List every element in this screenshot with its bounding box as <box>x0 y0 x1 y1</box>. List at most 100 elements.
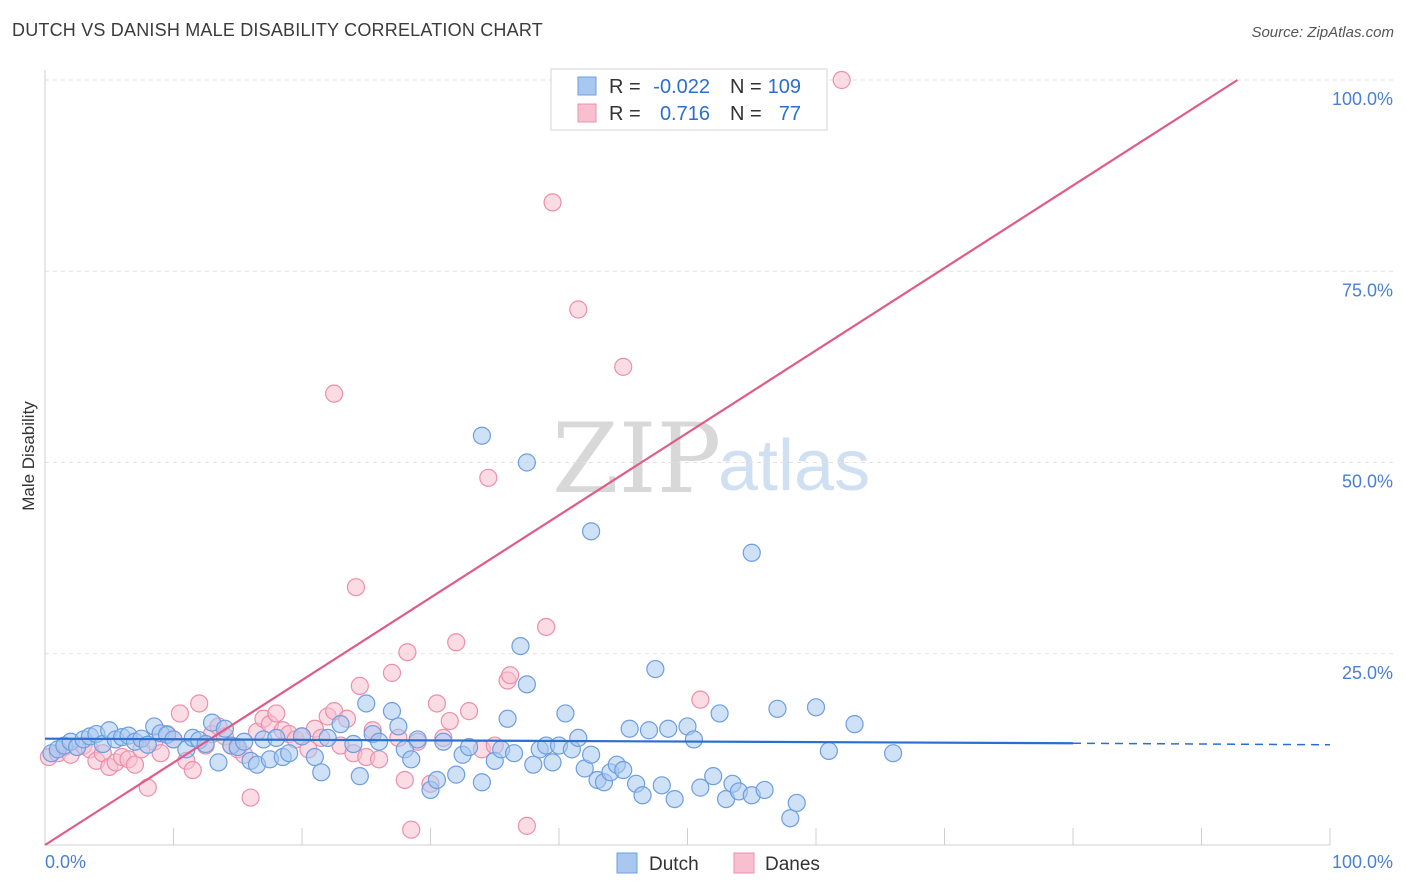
x-axis-ticks <box>44 828 1331 845</box>
source-label: Source: ZipAtlas.com <box>1251 24 1394 41</box>
dutch-point <box>312 763 331 782</box>
dutch-point <box>659 719 678 738</box>
legend-swatch-danes <box>577 103 597 123</box>
dutch-point <box>472 426 491 445</box>
danes-point <box>459 702 479 721</box>
danes-point <box>402 820 421 839</box>
dutch-point <box>768 699 787 718</box>
gridlines <box>45 79 1393 655</box>
x-tick-label-min: 0.0% <box>45 852 86 872</box>
dutch-point <box>710 704 729 723</box>
danes-point <box>190 694 209 713</box>
dutch-point <box>280 744 299 763</box>
danes-point <box>346 578 366 597</box>
danes-point <box>382 663 402 682</box>
danes-point <box>691 690 710 709</box>
dutch-point <box>459 737 479 757</box>
dutch-point <box>389 717 408 736</box>
dutch-trendline <box>44 737 1074 745</box>
danes-point <box>517 816 536 835</box>
dutch-point <box>704 767 723 786</box>
dutch-point <box>235 732 254 751</box>
dutch-point <box>292 727 312 746</box>
dutch-point <box>305 747 324 767</box>
chart-title: DUTCH VS DANISH MALE DISABILITY CORRELAT… <box>12 20 543 40</box>
dutch-point <box>582 522 601 541</box>
dutch-point <box>267 728 286 748</box>
dutch-point <box>350 767 369 786</box>
correlation-legend: R = -0.022 N = 109 R = 0.716 N = 77 <box>550 68 828 131</box>
legend-danes-n-label: N = <box>730 103 762 125</box>
dutch-point <box>318 728 337 748</box>
dutch-point <box>819 741 838 761</box>
danes-point <box>151 744 170 763</box>
dutch-point <box>511 636 530 656</box>
danes-point <box>614 357 633 376</box>
danes-point <box>479 468 498 487</box>
dutch-point <box>382 702 402 721</box>
series-legend-swatch-danes <box>733 852 755 874</box>
trendlines <box>44 79 1331 846</box>
danes-point <box>447 633 466 652</box>
dutch-point <box>639 721 659 740</box>
danes-point <box>183 760 202 780</box>
legend-box <box>550 68 828 131</box>
danes-point <box>325 384 344 403</box>
dutch-point <box>331 715 350 734</box>
danes-point <box>832 70 851 90</box>
watermark-zip: ZIP <box>552 403 721 515</box>
y-tick-label: 75.0% <box>1342 280 1393 300</box>
danes-point <box>370 750 389 769</box>
dutch-point <box>691 778 710 797</box>
danes-point <box>267 704 286 723</box>
danes-point <box>395 770 414 790</box>
dutch-point <box>781 809 800 828</box>
series-legend-swatch-dutch <box>616 852 638 874</box>
dutch-point <box>472 773 491 792</box>
dutch-point <box>556 704 575 723</box>
dutch-point <box>646 659 665 679</box>
danes-point <box>398 643 417 662</box>
x-tick-label-max: 100.0% <box>1332 852 1393 872</box>
dutch-point <box>209 753 228 772</box>
dutch-point <box>517 453 536 472</box>
dutch-point <box>755 780 774 800</box>
danes-point <box>537 617 556 637</box>
y-axis-tick-labels: 25.0% 50.0% 75.0% 100.0% <box>1332 89 1393 683</box>
legend-dutch-n-label: N = <box>730 76 762 98</box>
dutch-point <box>614 760 633 780</box>
legend-dutch-r-label: R = <box>609 76 641 98</box>
legend-swatch-dutch <box>577 76 597 96</box>
y-tick-label: 50.0% <box>1342 472 1393 492</box>
legend-dutch-n-value: 109 <box>768 76 801 98</box>
dutch-point <box>582 745 601 764</box>
series-legend-dutch: Dutch <box>649 854 699 875</box>
danes-point <box>125 755 145 774</box>
dutch-point <box>517 675 536 694</box>
dutch-point <box>543 753 562 772</box>
dutch-point <box>447 765 466 784</box>
dutch-point <box>633 786 652 805</box>
dutch-point <box>845 715 864 734</box>
danes-point <box>569 300 588 319</box>
dutch-point <box>344 734 363 754</box>
watermark-atlas: atlas <box>718 426 870 506</box>
danes-trendline <box>44 79 1239 846</box>
watermark: ZIP atlas <box>552 403 870 515</box>
series-legend-danes: Danes <box>765 854 820 875</box>
dutch-point <box>357 694 376 713</box>
dutch-point <box>504 744 524 763</box>
danes-point <box>427 694 447 713</box>
y-tick-label: 100.0% <box>1332 89 1393 109</box>
danes-point <box>350 676 369 695</box>
y-tick-label: 25.0% <box>1342 663 1393 683</box>
dutch-point <box>427 770 447 790</box>
dutch-point <box>742 543 761 562</box>
legend-danes-r-label: R = <box>609 103 641 125</box>
dutch-point <box>620 719 639 738</box>
danes-point <box>440 711 459 731</box>
dutch-point <box>138 735 157 754</box>
dutch-point <box>787 793 806 813</box>
danes-point <box>543 193 562 212</box>
